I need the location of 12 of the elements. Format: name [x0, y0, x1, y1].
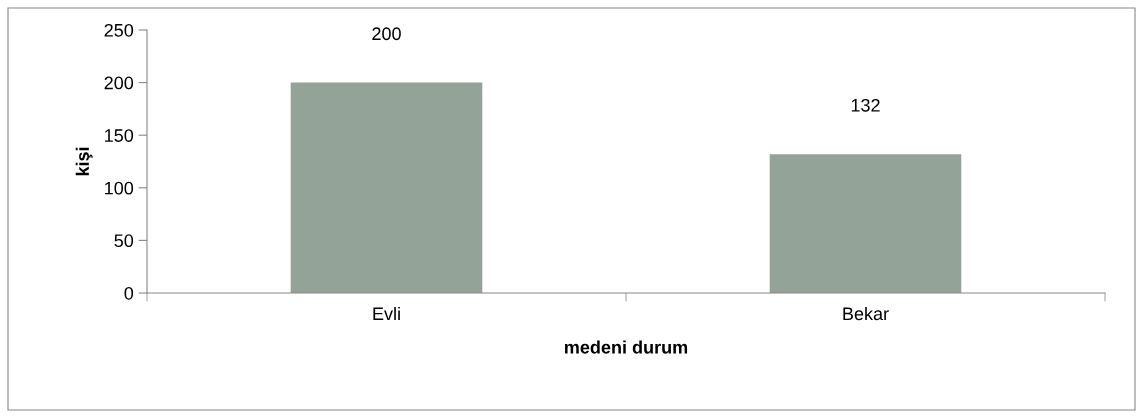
y-axis-title: kişi: [75, 147, 93, 176]
data-label: 132: [851, 98, 880, 112]
y-tick-label: 250: [104, 23, 134, 37]
y-tick-label: 50: [114, 234, 134, 248]
y-tick-label: 150: [105, 129, 134, 142]
y-tick-label: 100: [105, 181, 134, 195]
x-tick-label: Bekar: [843, 306, 889, 321]
y-tick-label: 0: [124, 286, 134, 300]
x-tick-label: Evli: [373, 306, 400, 320]
data-label: 200: [372, 27, 401, 41]
y-tick-label: 200: [104, 76, 134, 90]
x-axis-title: medeni durum: [564, 340, 688, 354]
